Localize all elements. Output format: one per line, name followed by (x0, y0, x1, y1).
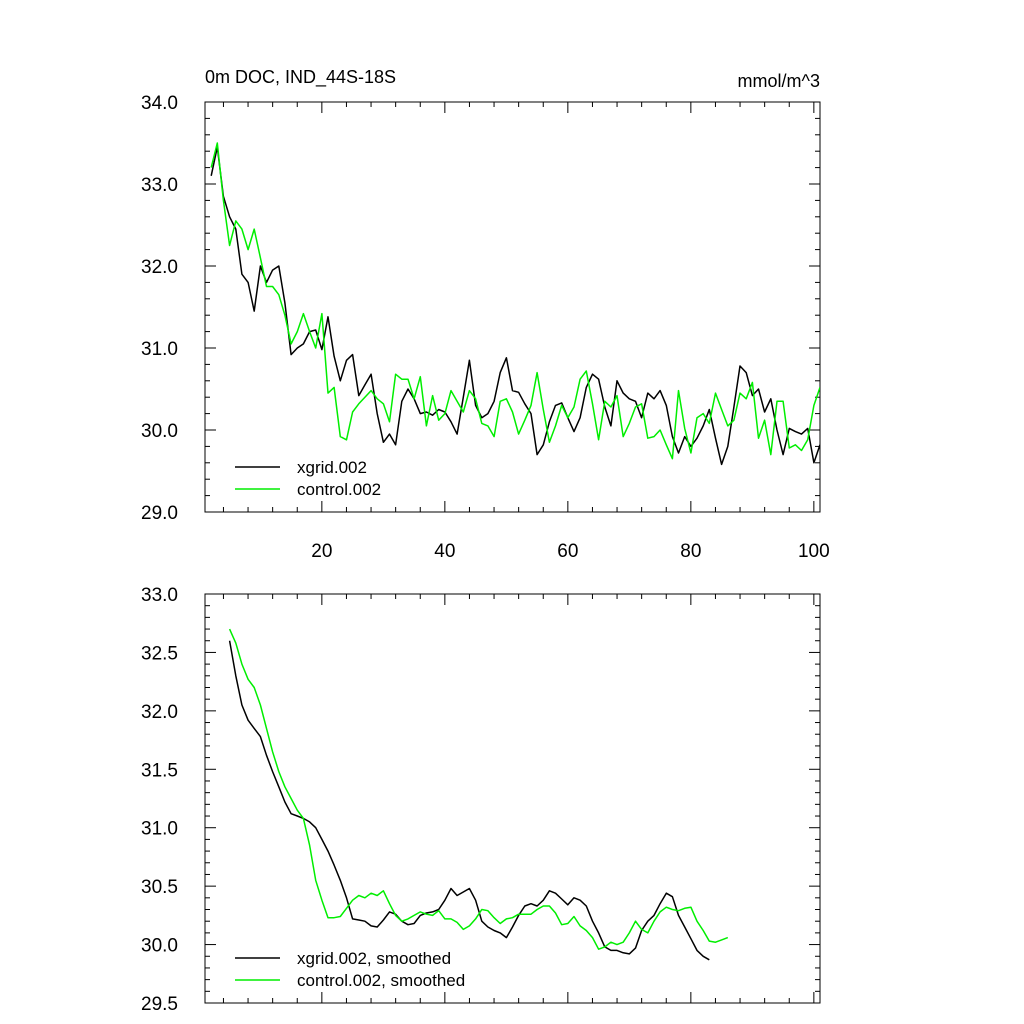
y-tick-label: 32.5 (141, 643, 178, 664)
panel-title-right: mmol/m^3 (738, 71, 820, 91)
x-tick-label: 20 (311, 541, 332, 562)
y-tick-label: 30.5 (141, 877, 178, 898)
y-tick-label: 31.5 (141, 760, 178, 781)
y-tick-label: 33.0 (141, 585, 178, 606)
y-tick-label: 33.0 (141, 175, 178, 196)
y-tick-label: 30.0 (141, 421, 178, 442)
series-line-xgrid-002-smoothed (228, 640, 710, 961)
y-tick-label: 30.0 (141, 936, 178, 957)
legend-label: xgrid.002, smoothed (297, 949, 451, 968)
legend-label: control.002 (297, 480, 381, 499)
y-tick-label: 32.0 (141, 702, 178, 723)
series-line-xgrid-002 (210, 146, 820, 466)
x-tick-label: 40 (434, 541, 455, 562)
plot-frame (204, 593, 821, 1004)
legend-label: control.002, smoothed (297, 971, 465, 990)
x-tick-label: 80 (680, 541, 701, 562)
top-panel: 20 40 60 80 100 29.0 30.0 31.0 32.0 33.0 34.0 0m DO… (141, 67, 830, 562)
y-tick-label: 29.5 (141, 994, 178, 1015)
y-tick-label: 34.0 (141, 93, 178, 114)
legend-label: xgrid.002 (297, 458, 367, 477)
panel-title-left: 0m DOC, IND_44S-18S (205, 67, 396, 88)
y-tick-label: 32.0 (141, 257, 178, 278)
series-line-control-002-smoothed (228, 628, 729, 950)
y-tick-label: 31.0 (141, 339, 178, 360)
x-tick-label: 100 (798, 541, 830, 562)
y-tick-label: 29.0 (141, 503, 178, 524)
bottom-panel: 29.5 30.0 30.5 31.0 31.5 32.0 32.5 33.0 xgrid.00… (141, 585, 821, 1015)
plot-frame (204, 101, 821, 513)
series-line-control-002 (210, 142, 820, 460)
x-tick-label: 60 (557, 541, 578, 562)
y-tick-label: 31.0 (141, 819, 178, 840)
